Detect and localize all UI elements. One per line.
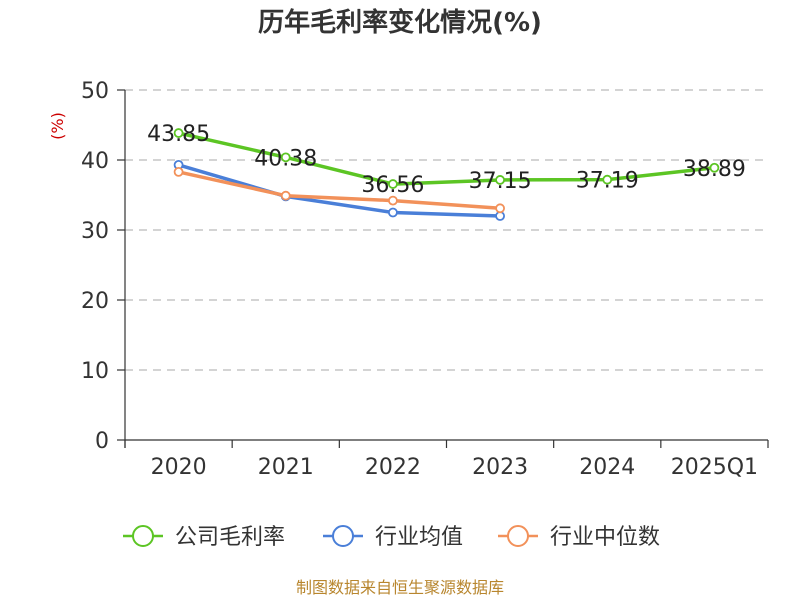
- legend-label: 公司毛利率: [175, 525, 285, 550]
- data-point: [495, 203, 505, 214]
- axes: 0 10 20 30 40 50 2020 2021 2022 2023 2024 2025Q1: [81, 79, 769, 480]
- x-tick-label: 2021: [258, 455, 314, 480]
- data-point: [388, 179, 398, 189]
- legend-marker: [132, 525, 154, 547]
- y-axis-unit: (%): [48, 112, 67, 140]
- y-tick-label: 50: [81, 79, 109, 104]
- x-tick-label: 2020: [151, 455, 207, 480]
- legend-label: 行业均值: [375, 525, 463, 550]
- legend-marker: [332, 525, 354, 547]
- data-label: 37.15: [469, 169, 532, 194]
- data-labels: 43.85 40.38 36.56 37.15 37.19 38.89: [147, 122, 746, 198]
- data-point: [280, 152, 291, 163]
- data-point: [709, 162, 720, 173]
- data-point: [280, 190, 291, 201]
- data-point: [173, 166, 184, 177]
- data-label: 40.38: [254, 146, 317, 171]
- series-line-2: [178, 170, 501, 211]
- data-label: 43.85: [147, 122, 210, 147]
- grid-lines: [125, 89, 768, 371]
- y-tick-label: 20: [81, 289, 109, 314]
- legend-marker: [507, 525, 529, 547]
- data-point: [602, 174, 613, 185]
- legend: 公司毛利率 行业均值 行业中位数: [123, 525, 660, 550]
- legend-label: 行业中位数: [550, 525, 660, 550]
- x-tick-label: 2024: [579, 455, 635, 480]
- data-label: 36.56: [361, 173, 424, 198]
- source-note: 制图数据来自恒生聚源数据库: [296, 578, 504, 597]
- data-point: [173, 128, 184, 138]
- y-tick-label: 40: [81, 149, 109, 174]
- series-line-1: [178, 163, 501, 218]
- data-label: 38.89: [683, 157, 746, 182]
- chart-title: 历年毛利率变化情况(%): [258, 7, 542, 38]
- x-tick-label: 2025Q1: [671, 455, 758, 480]
- y-tick-label: 30: [81, 219, 109, 244]
- data-point: [388, 195, 398, 206]
- data-point: [495, 175, 505, 185]
- series-line-0: [178, 131, 715, 186]
- series-layer: [173, 128, 720, 221]
- x-tick-label: 2022: [365, 455, 421, 480]
- x-tick-label: 2023: [472, 455, 528, 480]
- data-point: [388, 207, 398, 218]
- y-tick-label: 0: [95, 429, 109, 454]
- y-tick-label: 10: [81, 359, 109, 384]
- data-label: 37.19: [576, 169, 639, 194]
